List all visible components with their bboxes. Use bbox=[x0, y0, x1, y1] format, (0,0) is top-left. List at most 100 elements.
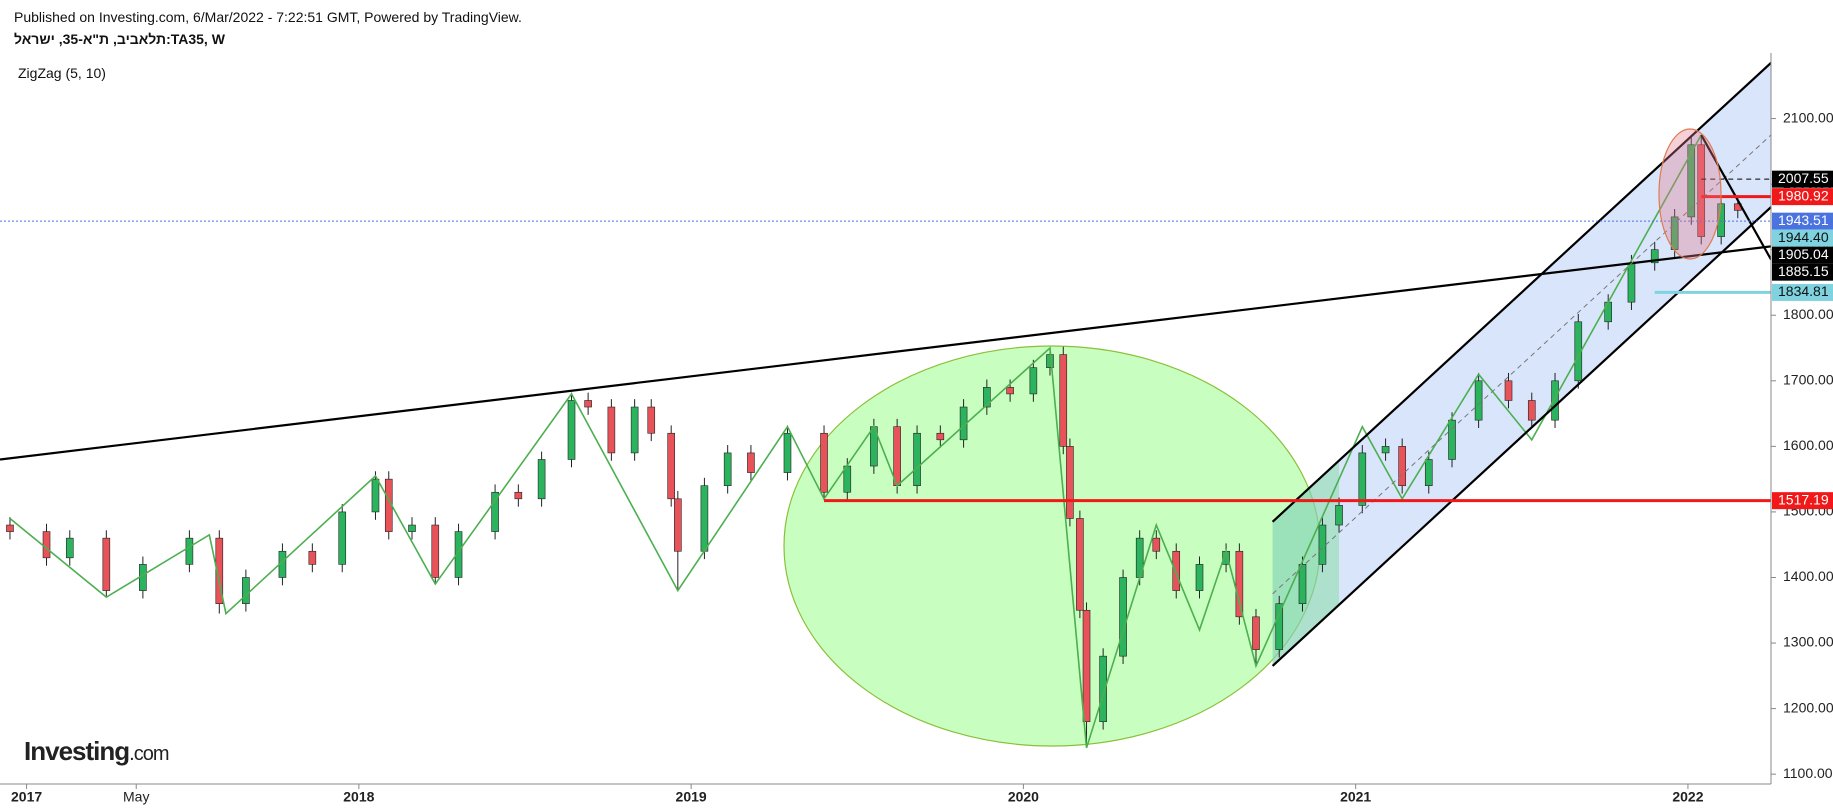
candle-body bbox=[308, 550, 317, 565]
y-tick-label: 1600.00 bbox=[1783, 437, 1833, 453]
candle-body bbox=[630, 406, 639, 454]
candle-body bbox=[1099, 655, 1107, 723]
y-tick-label: 1800.00 bbox=[1783, 306, 1833, 322]
candle-body bbox=[1650, 249, 1659, 264]
candle-body bbox=[1687, 144, 1696, 218]
candle-body bbox=[893, 426, 901, 486]
candle-body bbox=[1604, 301, 1612, 323]
price-label: 1943.51 bbox=[1778, 212, 1829, 228]
price-label-bg bbox=[1772, 212, 1833, 230]
candle-body bbox=[454, 531, 463, 578]
candle-body bbox=[1398, 446, 1406, 486]
candle-body bbox=[431, 524, 440, 578]
candle-body bbox=[1006, 387, 1014, 395]
candle-body bbox=[1066, 446, 1074, 519]
candle-body bbox=[1059, 354, 1068, 447]
candle-body bbox=[1627, 262, 1636, 303]
logo-suffix: .com bbox=[129, 743, 169, 765]
candle-body bbox=[215, 537, 224, 605]
candle-body bbox=[567, 400, 576, 460]
candle-body bbox=[1358, 452, 1367, 506]
candle-body bbox=[1029, 367, 1038, 395]
candle-body bbox=[584, 400, 592, 408]
candle-body bbox=[1252, 616, 1260, 650]
candle-body bbox=[6, 524, 14, 532]
candle-body bbox=[371, 478, 380, 513]
candle-body bbox=[1527, 400, 1536, 421]
candle-body bbox=[1152, 537, 1161, 552]
price-label-bg bbox=[1772, 246, 1833, 264]
trendline bbox=[1271, 206, 1771, 667]
candle-body bbox=[1448, 419, 1456, 460]
indicator-label: ZigZag (5, 10) bbox=[18, 65, 106, 81]
price-label: 1944.40 bbox=[1778, 229, 1829, 245]
price-label-bg bbox=[1772, 188, 1833, 206]
x-tick-label: 2022 bbox=[1672, 789, 1703, 805]
candle-body bbox=[936, 432, 945, 441]
candle-body bbox=[983, 387, 991, 408]
price-label: 2007.55 bbox=[1778, 170, 1829, 186]
candle-body bbox=[102, 537, 111, 591]
x-tick-label: 2020 bbox=[1008, 789, 1039, 805]
y-tick-label: 1200.00 bbox=[1783, 699, 1833, 715]
candle-body bbox=[242, 577, 250, 605]
candle-body bbox=[1551, 380, 1559, 421]
candle-body bbox=[1504, 380, 1513, 401]
candle-body bbox=[185, 537, 194, 565]
logo: Investing.com bbox=[24, 736, 169, 767]
price-label: 1905.04 bbox=[1778, 246, 1829, 262]
y-tick-label: 1100.00 bbox=[1783, 765, 1833, 781]
x-tick-label: May bbox=[123, 789, 149, 805]
candle-body bbox=[674, 498, 682, 552]
price-label: 1885.15 bbox=[1778, 263, 1829, 279]
candle-body bbox=[1670, 216, 1679, 250]
price-label: 1980.92 bbox=[1778, 187, 1829, 203]
price-label: 1517.19 bbox=[1778, 491, 1829, 507]
candle-body bbox=[1119, 577, 1127, 657]
candle-body bbox=[607, 406, 616, 454]
symbol-title: תלאביב, ת"א-35, ישראל:TA35, W bbox=[14, 31, 225, 47]
candle-body bbox=[537, 459, 546, 500]
plot-area bbox=[0, 62, 1771, 749]
trendline bbox=[0, 245, 1771, 461]
x-tick-label: 2018 bbox=[343, 789, 374, 805]
y-tick-label: 1700.00 bbox=[1783, 372, 1833, 388]
logo-text: Investing bbox=[24, 736, 130, 766]
x-tick-label: 2017 bbox=[11, 789, 42, 805]
candle-body bbox=[1275, 603, 1284, 650]
candle-body bbox=[1235, 550, 1244, 618]
y-tick-label: 2100.00 bbox=[1783, 109, 1833, 125]
zigzag-line bbox=[9, 134, 1702, 749]
price-label-bg bbox=[1772, 263, 1833, 281]
candle-body bbox=[1474, 380, 1483, 421]
candle-body bbox=[338, 511, 347, 565]
candle-body bbox=[647, 406, 656, 434]
candle-body bbox=[42, 531, 51, 559]
candle-body bbox=[1381, 446, 1390, 454]
candle-body bbox=[491, 491, 499, 532]
price-label: 1834.81 bbox=[1778, 283, 1829, 299]
candle-body bbox=[1082, 609, 1091, 723]
candle-body bbox=[723, 452, 732, 486]
candle-body bbox=[1298, 564, 1307, 605]
price-label-bg bbox=[1772, 492, 1833, 510]
candle-body bbox=[1424, 459, 1433, 486]
y-tick-label: 1300.00 bbox=[1783, 634, 1833, 650]
candle-body bbox=[514, 491, 523, 500]
candle-body bbox=[1697, 144, 1706, 237]
published-note: Published on Investing.com, 6/Mar/2022 -… bbox=[14, 9, 522, 25]
candle-body bbox=[1318, 524, 1327, 565]
candle-body bbox=[1335, 505, 1343, 526]
candle-body bbox=[747, 452, 755, 473]
x-tick-label: 2021 bbox=[1340, 789, 1371, 805]
trendline bbox=[1272, 134, 1771, 595]
candle-body bbox=[667, 432, 675, 500]
x-tick-label: 2019 bbox=[676, 789, 707, 805]
candle-body bbox=[783, 432, 792, 473]
candle-body bbox=[700, 485, 709, 552]
trendline bbox=[1271, 62, 1771, 523]
candle-body bbox=[1076, 518, 1084, 611]
channel-fill bbox=[1272, 62, 1771, 666]
